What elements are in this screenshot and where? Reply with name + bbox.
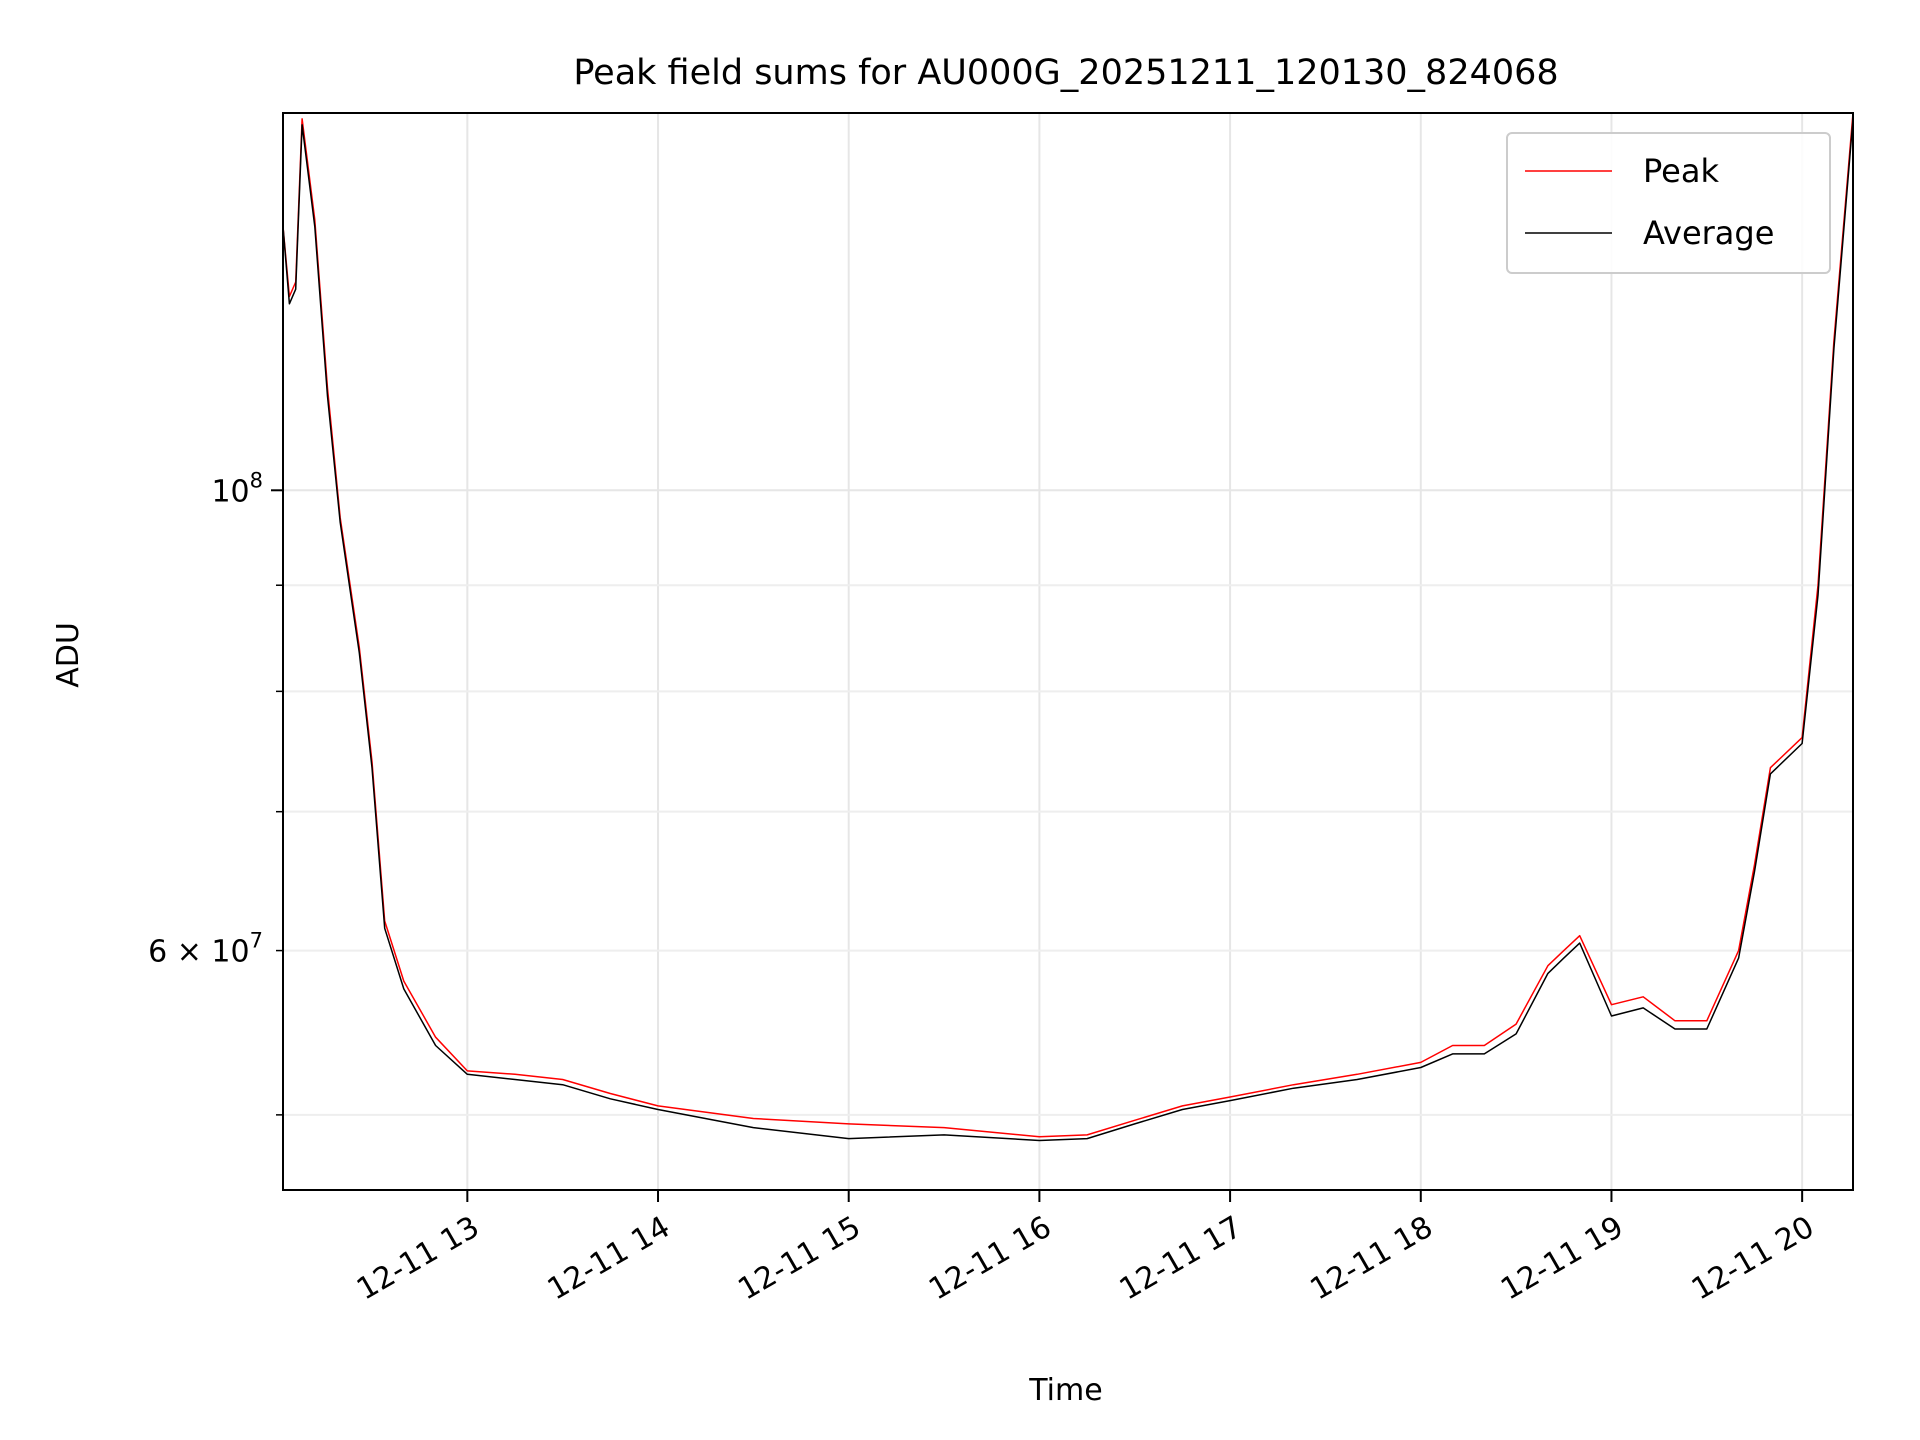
legend: Peak Average: [1506, 132, 1831, 274]
legend-box: [1506, 132, 1831, 274]
grid: [283, 113, 1853, 1190]
chart-title: Peak field sums for AU000G_20251211_1201…: [573, 53, 1558, 93]
y-axis-ticks: 108 6 × 107: [148, 468, 283, 1116]
series-line-average: [282, 118, 1854, 1142]
x-axis-label: Time: [1028, 1373, 1102, 1408]
y-tick-label: 108: [211, 468, 263, 509]
y-tick-label: 6 × 107: [148, 929, 263, 970]
plot-frame: [282, 112, 1854, 1191]
legend-label-peak: Peak: [1643, 152, 1719, 190]
y-axis-label: ADU: [51, 622, 86, 688]
series-layer: [282, 112, 1854, 1142]
legend-label-average: Average: [1643, 214, 1774, 252]
